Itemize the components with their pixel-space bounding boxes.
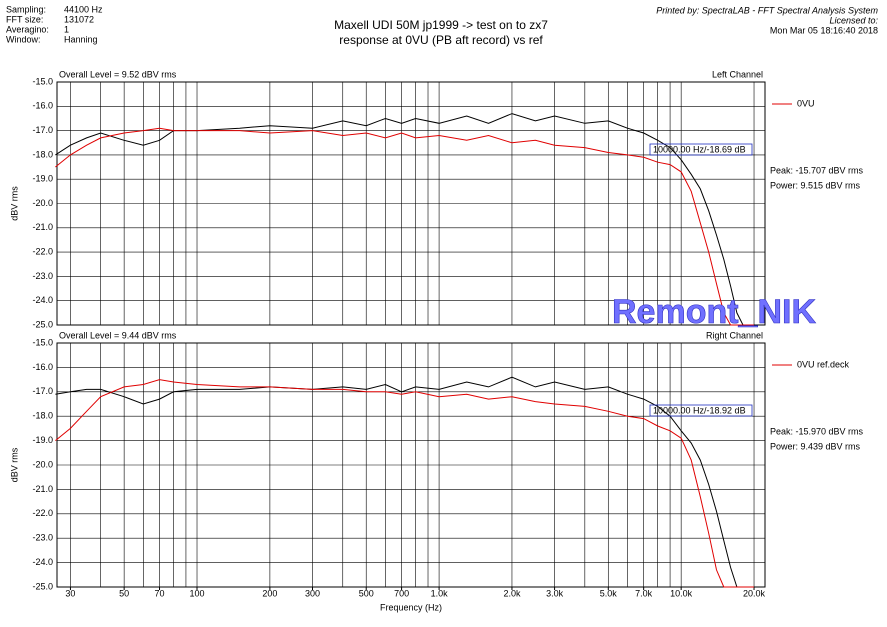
x-tick-label: 30 (65, 588, 75, 598)
x-tick-label: 7.0k (635, 588, 653, 598)
setting-label: Averagino: (6, 24, 49, 34)
y-tick-label: -23.0 (32, 271, 53, 281)
series-line (55, 113, 754, 326)
x-tick-label: 200 (262, 588, 277, 598)
series-line (55, 127, 754, 326)
y-tick-label: -25.0 (32, 581, 53, 591)
y-tick-label: -22.0 (32, 508, 53, 518)
setting-value: 44100 Hz (64, 4, 103, 14)
channel-label: Left Channel (712, 69, 763, 79)
series-line (55, 376, 754, 588)
x-tick-label: 10.0k (670, 588, 693, 598)
title-line: response at 0VU (PB aft record) vs ref (339, 33, 543, 47)
stat: Power: 9.515 dBV rms (770, 180, 861, 190)
x-tick-label: 70 (155, 588, 165, 598)
y-axis-label: dBV rms (9, 186, 19, 221)
y-tick-label: -18.0 (32, 411, 53, 421)
x-tick-label: 3.0k (546, 588, 564, 598)
y-tick-label: -17.0 (32, 125, 53, 135)
setting-value: Hanning (64, 34, 98, 44)
y-tick-label: -16.0 (32, 101, 53, 111)
channel-label: Right Channel (706, 330, 763, 340)
y-tick-label: -24.0 (32, 557, 53, 567)
printed-by: Printed by: SpectraLAB - FFT Spectral An… (656, 5, 878, 15)
plot-frame (56, 81, 766, 326)
x-tick-label: 300 (305, 588, 320, 598)
x-tick-label: 100 (189, 588, 204, 598)
setting-value: 131072 (64, 14, 94, 24)
y-tick-label: -22.0 (32, 246, 53, 256)
y-tick-label: -15.0 (32, 76, 53, 86)
y-tick-label: -19.0 (32, 435, 53, 445)
y-tick-label: -16.0 (32, 362, 53, 372)
stat: Peak: -15.970 dBV rms (770, 426, 864, 436)
x-tick-label: 1.0k (431, 588, 449, 598)
y-tick-label: -15.0 (32, 337, 53, 347)
x-tick-label: 700 (394, 588, 409, 598)
overall-level: Overall Level = 9.44 dBV rms (59, 330, 177, 340)
x-tick-label: 50 (119, 588, 129, 598)
y-tick-label: -21.0 (32, 222, 53, 232)
cursor-box (649, 404, 753, 417)
licensed: Licensed to: (829, 15, 878, 25)
y-tick-label: -24.0 (32, 295, 53, 305)
x-tick-label: 5.0k (600, 588, 618, 598)
setting-label: Window: (6, 34, 41, 44)
x-tick-label: 20.0k (743, 588, 766, 598)
y-tick-label: -25.0 (32, 319, 53, 329)
series-line (55, 379, 754, 588)
cursor-box (649, 143, 753, 156)
legend-label: 0VU (797, 98, 815, 108)
cursor-label: 10000.00 Hz/-18.92 dB (653, 405, 746, 415)
setting-value: 1 (64, 24, 69, 34)
y-tick-label: -20.0 (32, 459, 53, 469)
legend-label: 0VU ref.deck (797, 359, 850, 369)
cursor-label: 10000.00 Hz/-18.69 dB (653, 144, 746, 154)
y-tick-label: -19.0 (32, 174, 53, 184)
y-tick-label: -18.0 (32, 149, 53, 159)
y-tick-label: -17.0 (32, 386, 53, 396)
watermark: Remont_NIK (612, 293, 816, 331)
plot-frame (56, 342, 766, 588)
y-axis-label: dBV rms (9, 447, 19, 482)
x-tick-label: 500 (359, 588, 374, 598)
setting-label: Sampling: (6, 4, 46, 14)
y-tick-label: -21.0 (32, 484, 53, 494)
setting-label: FFT size: (6, 14, 43, 24)
y-tick-label: -23.0 (32, 533, 53, 543)
x-axis-label: Frequency (Hz) (380, 602, 442, 612)
title-line: Maxell UDI 50M jp1999 -> test on to zx7 (334, 18, 548, 32)
date: Mon Mar 05 18:16:40 2018 (770, 25, 878, 35)
stat: Power: 9.439 dBV rms (770, 441, 861, 451)
y-tick-label: -20.0 (32, 198, 53, 208)
x-tick-label: 2.0k (503, 588, 521, 598)
overall-level: Overall Level = 9.52 dBV rms (59, 69, 177, 79)
stat: Peak: -15.707 dBV rms (770, 165, 864, 175)
